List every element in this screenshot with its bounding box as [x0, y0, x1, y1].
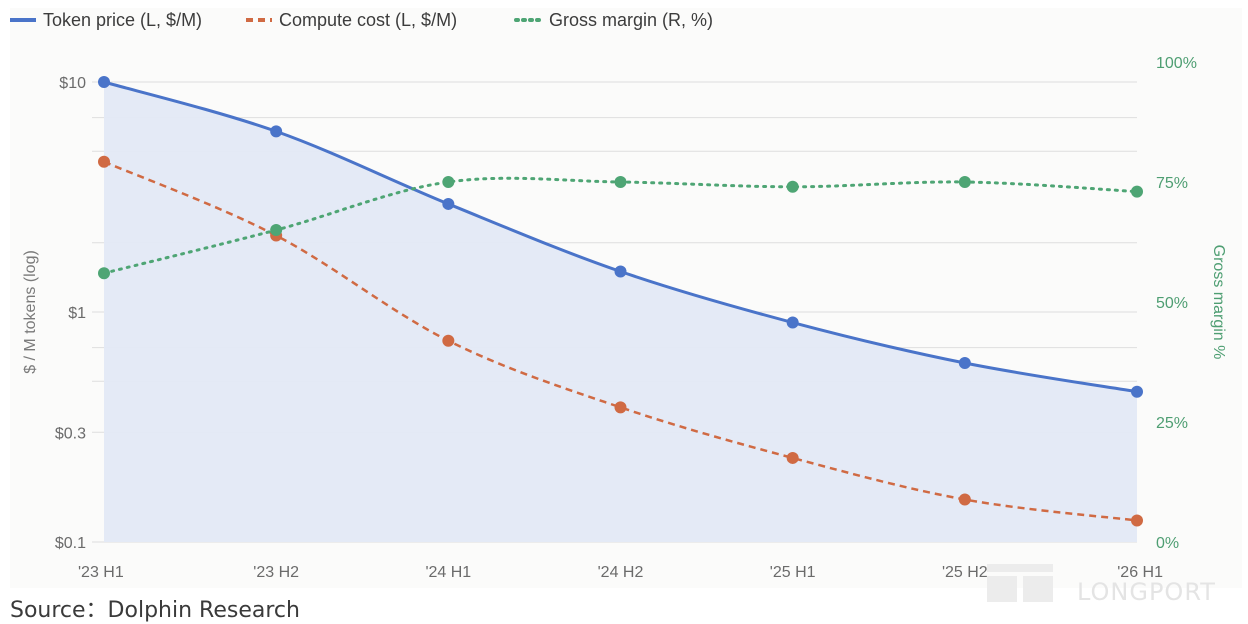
y-left-tick-label: $0.3 [55, 425, 86, 442]
gross-margin-point [442, 176, 455, 188]
compute-cost-point [1131, 514, 1143, 527]
legend-label-1: Token price (L, $/M) [43, 10, 202, 30]
y-right-tick-label: 75% [1156, 175, 1188, 192]
y-right-tick-label: 0% [1156, 535, 1179, 552]
compute-cost-point [958, 493, 971, 506]
watermark-text: LONGPORT [1077, 578, 1216, 606]
axis-labels: $ / M tokens (log) Gross margin % [22, 245, 1227, 374]
x-tick-label: '23 H2 [253, 564, 299, 581]
chart-card: Token price (L, $/M) Compute cost (L, $/M… [10, 8, 1242, 588]
y-right-tick-label: 100% [1156, 55, 1197, 72]
x-tick-label: '25 H1 [770, 564, 816, 581]
token-price-point [786, 316, 799, 329]
compute-cost-point [614, 401, 627, 414]
x-tick-label: '24 H1 [425, 564, 471, 581]
longport-logo-icon [987, 564, 1053, 602]
shaded-area [104, 82, 1137, 542]
y-left-tick-label: $0.1 [55, 535, 86, 552]
y-left-tick-label: $1 [68, 305, 86, 322]
x-tick-label: '24 H2 [598, 564, 644, 581]
x-tick-label: '25 H2 [942, 564, 988, 581]
compute-cost-point [98, 155, 110, 168]
gross-margin-point [270, 224, 283, 236]
token-price-point [614, 265, 627, 278]
legend-label-2: Compute cost (L, $/M) [279, 10, 457, 30]
axis-ticks: $10 $1 $0.3 $0.1 100% 75% 50% 25% 0% '23 H1 '23 H2… [55, 55, 1197, 581]
gross-margin-point [1131, 185, 1143, 198]
compute-cost-point [442, 334, 455, 347]
gross-margin-point [98, 267, 110, 280]
token-price-point [958, 357, 971, 370]
y-left-tick-label: $10 [59, 75, 86, 92]
gross-margin-point [958, 176, 971, 188]
legend-label-3: Gross margin (R, %) [549, 10, 713, 30]
token-price-point [270, 125, 283, 138]
x-tick-label: '26 H1 [1117, 564, 1163, 581]
longport-watermark: LONGPORT [985, 560, 1235, 608]
token-price-point [1131, 385, 1143, 398]
y-right-tick-label: 50% [1156, 295, 1188, 312]
gross-margin-point [786, 180, 799, 193]
y-right-tick-label: 25% [1156, 415, 1188, 432]
price-area-fill [104, 82, 1137, 542]
token-price-point [442, 197, 455, 210]
compute-cost-point [786, 451, 799, 464]
token-price-point [98, 76, 110, 88]
y-left-axis-label: $ / M tokens (log) [22, 250, 39, 374]
series-points [98, 76, 1143, 527]
legend: Token price (L, $/M) Compute cost (L, $/M… [10, 10, 713, 30]
gross-margin-point [614, 176, 627, 188]
y-right-axis-label: Gross margin % [1210, 245, 1227, 360]
chart-svg: Token price (L, $/M) Compute cost (L, $/M… [10, 10, 1227, 581]
source-note: Source：Dolphin Research [10, 598, 300, 623]
x-tick-label: '23 H1 [78, 564, 124, 581]
